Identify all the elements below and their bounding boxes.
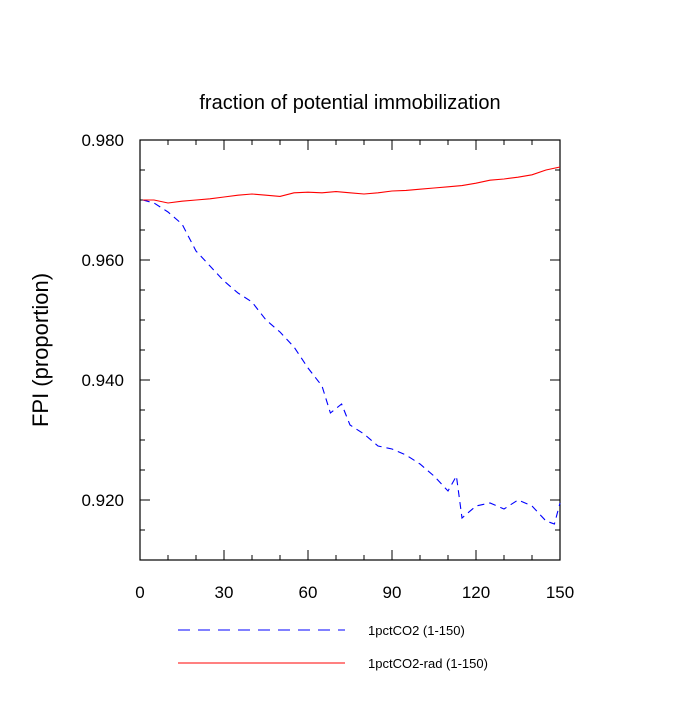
series-line-2 [142,166,561,204]
legend: 1pctCO2 (1-150) 1pctCO2-rad (1-150) [178,623,488,671]
x-tick-label: 120 [462,583,490,602]
plot-frame [139,139,561,561]
legend-label-1: 1pctCO2 (1-150) [368,623,465,638]
series-line-1 [142,199,561,525]
y-axis-label: FPI (proportion) [28,273,53,427]
y-tick-label: 0.940 [81,371,124,390]
y-tick-label: 0.960 [81,251,124,270]
x-tick-label: 60 [299,583,318,602]
plot-area: 0 30 60 90 120 150 0.920 0.940 0.960 0.980 [81,131,574,602]
legend-label-2: 1pctCO2-rad (1-150) [368,656,488,671]
chart-title: fraction of potential immobilization [199,92,500,114]
x-tick-label: 0 [135,583,144,602]
y-tick-label: 0.920 [81,491,124,510]
x-tick-label: 90 [383,583,402,602]
x-tick-label: 150 [546,583,574,602]
x-tick-label: 30 [215,583,234,602]
y-tick-label: 0.980 [81,131,124,150]
